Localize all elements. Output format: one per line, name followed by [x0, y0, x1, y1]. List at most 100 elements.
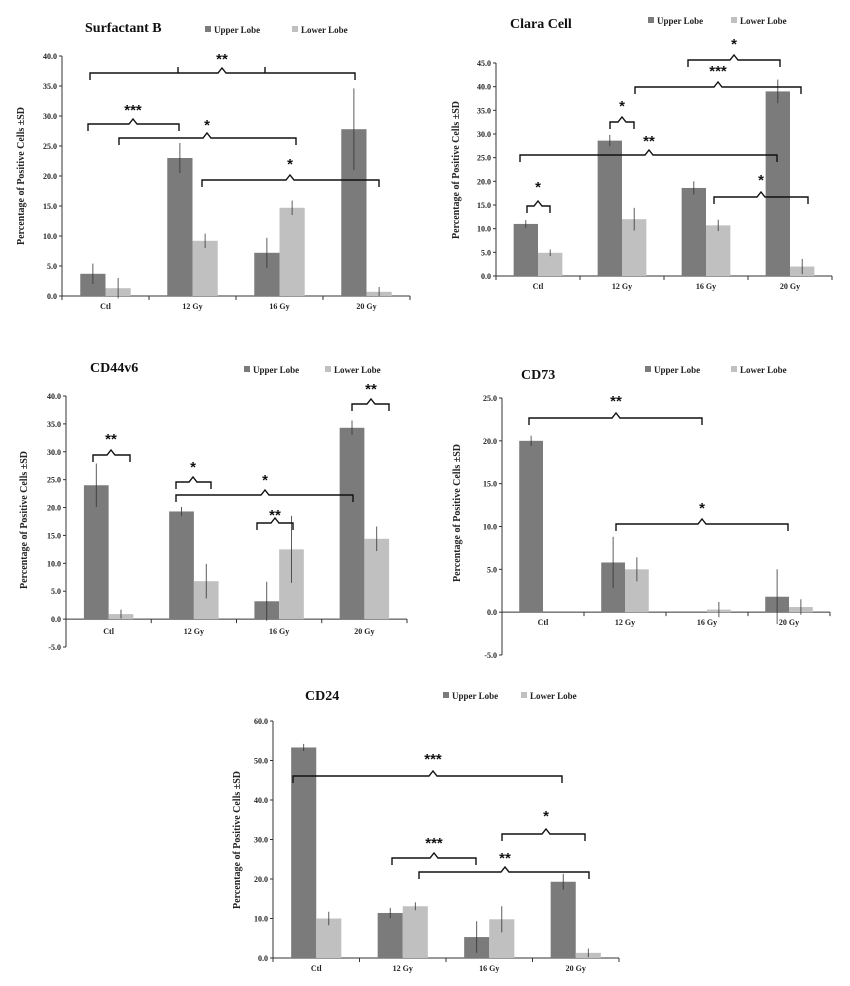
y-tick-label: 0.0: [258, 954, 268, 963]
y-tick-label: 35.0: [477, 106, 491, 115]
x-tick-label: 12 Gy: [612, 282, 632, 291]
legend-swatch-lower: [325, 366, 331, 372]
significance-bracket: [615, 517, 789, 531]
x-tick-label: 20 Gy: [356, 302, 376, 311]
x-tick-label: Ctl: [103, 627, 114, 636]
bar-lower-3: [364, 538, 390, 620]
x-tick-label: 16 Gy: [697, 618, 717, 627]
legend-swatch-lower: [521, 692, 527, 698]
y-tick-label: 50.0: [254, 757, 268, 766]
bar-upper-1: [377, 912, 403, 958]
legend-label: Upper Lobe: [654, 365, 700, 375]
chart-title: Clara Cell: [510, 17, 572, 32]
legend-label: Lower Lobe: [740, 365, 787, 375]
significance-label: **: [610, 393, 622, 410]
significance-bracket: [418, 865, 590, 879]
significance-bracket: [687, 53, 781, 67]
y-tick-label: 10.0: [483, 523, 497, 532]
legend-swatch-lower: [731, 17, 737, 23]
bar-upper-0: [80, 273, 106, 296]
y-tick-label: 0.0: [47, 292, 57, 301]
legend-swatch-upper: [648, 17, 654, 23]
significance-label: *: [758, 172, 764, 189]
y-tick-label: 35.0: [43, 82, 57, 91]
significance-label: *: [262, 472, 268, 489]
y-tick-label: 0.0: [481, 272, 491, 281]
y-axis-label: Percentage of Positive Cells ±SD: [19, 451, 30, 589]
y-tick-label: 15.0: [47, 531, 61, 540]
y-axis-label: Percentage of Positive Cells ±SD: [16, 107, 27, 245]
x-tick-label: 12 Gy: [615, 618, 635, 627]
chart-title: CD44v6: [90, 361, 138, 376]
bar-lower-2: [279, 207, 305, 296]
bar-upper-3: [550, 881, 576, 958]
y-tick-label: 25.0: [483, 394, 497, 403]
legend-label: Upper Lobe: [657, 16, 703, 26]
significance-label: *: [699, 500, 705, 517]
significance-bracket: [201, 173, 380, 187]
x-tick-label: 20 Gy: [354, 627, 374, 636]
y-tick-label: 20.0: [254, 875, 268, 884]
y-tick-label: 25.0: [43, 142, 57, 151]
legend-label: Lower Lobe: [740, 16, 787, 26]
significance-bracket: [713, 190, 809, 204]
significance-bracket: [175, 488, 354, 502]
significance-label: *: [204, 117, 210, 134]
bar-upper-0: [291, 747, 317, 958]
y-tick-label: 20.0: [483, 437, 497, 446]
x-tick-label: 16 Gy: [479, 964, 499, 973]
y-tick-label: 40.0: [47, 392, 61, 401]
y-tick-label: 15.0: [477, 201, 491, 210]
significance-label: ***: [424, 751, 442, 768]
y-tick-label: 5.0: [481, 248, 491, 257]
legend-swatch-upper: [443, 692, 449, 698]
x-tick-label: 12 Gy: [184, 627, 204, 636]
x-tick-label: 20 Gy: [779, 618, 799, 627]
y-tick-label: -5.0: [484, 651, 497, 660]
y-tick-label: 15.0: [43, 202, 57, 211]
chart-panel-4: CD73 Upper Lobe Lower Lobe -5.0 0.0 5.0 10.0 15…: [452, 365, 831, 660]
y-tick-label: 30.0: [477, 130, 491, 139]
chart-panel-2: Clara Cell Upper Lobe Lower Lobe 0.0 5.0 10.0…: [451, 16, 833, 291]
x-tick-label: 16 Gy: [696, 282, 716, 291]
x-tick-label: 16 Gy: [269, 627, 289, 636]
chart-panel-3: CD44v6 Upper Lobe Lower Lobe -5.0 0.0 5.0 10.0…: [19, 361, 408, 652]
significance-bracket: [175, 475, 212, 489]
legend-label: Upper Lobe: [452, 691, 498, 701]
significance-label: **: [365, 381, 377, 398]
significance-label: ***: [709, 63, 727, 80]
bar-upper-0: [513, 223, 538, 276]
legend-label: Upper Lobe: [253, 365, 299, 375]
significance-label: **: [216, 51, 228, 68]
x-tick-label: Ctl: [311, 964, 322, 973]
y-tick-label: -5.0: [48, 643, 61, 652]
significance-label: *: [731, 36, 737, 53]
chart-panel-1: Surfactant B Upper Lobe Lower Lobe 0.0 5.0 10…: [16, 21, 411, 311]
y-tick-label: 25.0: [47, 476, 61, 485]
x-tick-label: Ctl: [100, 302, 111, 311]
x-tick-label: Ctl: [533, 282, 544, 291]
significance-label: **: [105, 431, 117, 448]
y-tick-label: 0.0: [487, 608, 497, 617]
bar-upper-0: [519, 440, 543, 613]
significance-bracket: [92, 448, 131, 462]
legend-swatch-lower: [731, 366, 737, 372]
bar-lower-2: [706, 225, 731, 276]
y-tick-label: 30.0: [254, 836, 268, 845]
significance-bracket: [118, 131, 297, 145]
bar-lower-1: [402, 906, 428, 958]
significance-label: *: [543, 808, 549, 825]
significance-bracket: [391, 851, 477, 865]
y-tick-label: 15.0: [483, 480, 497, 489]
y-tick-label: 40.0: [43, 52, 57, 61]
y-tick-label: 30.0: [47, 448, 61, 457]
chart-panel-5: CD24 Upper Lobe Lower Lobe 0.0 10.0 20.0 30.0 4…: [232, 689, 620, 973]
y-tick-label: 5.0: [51, 587, 61, 596]
x-tick-label: 20 Gy: [780, 282, 800, 291]
y-axis-label: Percentage of Positive Cells ±SD: [232, 771, 243, 909]
y-tick-label: 5.0: [487, 565, 497, 574]
legend-swatch-lower: [292, 26, 298, 32]
x-tick-label: 12 Gy: [393, 964, 413, 973]
legend-label: Lower Lobe: [530, 691, 577, 701]
significance-bracket: [256, 516, 294, 530]
